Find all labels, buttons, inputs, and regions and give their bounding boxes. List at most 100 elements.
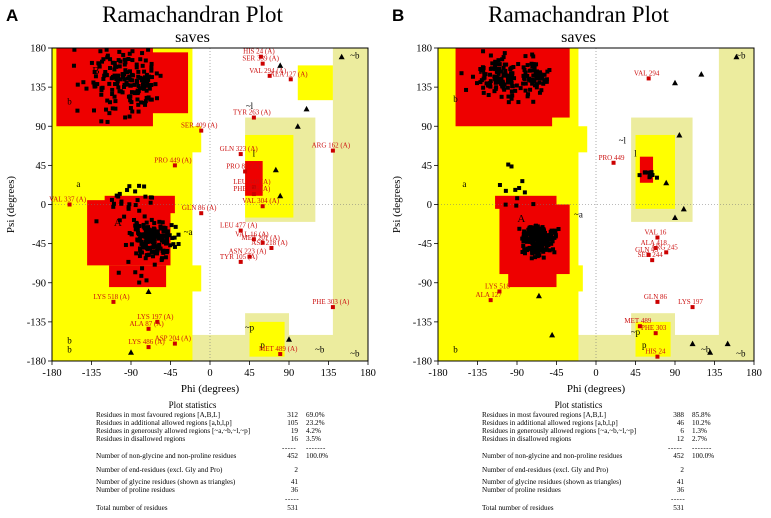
residue-point [480, 65, 485, 70]
outlier-label: ASP 204 (A) [155, 335, 192, 343]
residue-point [504, 62, 509, 67]
residue-point [107, 100, 112, 105]
residue-point [534, 82, 539, 87]
residue-point [531, 73, 536, 78]
residue-point [122, 62, 127, 67]
residue-point [543, 247, 548, 252]
residue-point [514, 83, 519, 88]
residue-point [138, 248, 143, 253]
residue-point [546, 237, 551, 242]
outlier-label: ARG 245 [651, 243, 679, 251]
panel-label: B [392, 6, 405, 25]
generous-region [332, 48, 368, 361]
residue-point [146, 83, 151, 88]
outlier-point [611, 160, 616, 165]
residue-point [136, 102, 141, 107]
outlier-label: VAL 294 (A) [249, 67, 287, 75]
residue-point [522, 67, 527, 72]
statistics-count: 12 [676, 435, 684, 443]
residue-point [110, 74, 115, 79]
outlier-point [269, 245, 274, 250]
y-tick-label: 180 [416, 44, 432, 55]
residue-point [84, 86, 89, 91]
statistics-label: Number of end-residues (excl. Gly and Pr… [96, 466, 223, 474]
residue-point [525, 94, 530, 99]
statistics-label: Residues in generously allowed regions [… [482, 427, 637, 435]
residue-point [531, 62, 536, 67]
residue-point [544, 77, 549, 82]
residue-point [165, 236, 170, 241]
residue-point [493, 67, 498, 72]
residue-point [121, 75, 126, 80]
residue-point [526, 92, 531, 97]
residue-point [111, 201, 116, 206]
residue-point [110, 106, 115, 111]
residue-point [121, 52, 126, 57]
residue-point [141, 222, 146, 227]
region-label: a [462, 179, 466, 189]
ramachandran-panel-b: B Ramachandran Plot saves Bb~b~llaA~a~pp… [386, 0, 771, 518]
glycine-triangle [698, 71, 705, 77]
residue-point [149, 61, 154, 66]
glycine-triangle [676, 131, 683, 138]
residue-point [499, 79, 504, 84]
residue-point [517, 186, 522, 191]
allowed-region [174, 126, 202, 153]
residue-point [93, 74, 98, 79]
outlier-point [260, 61, 265, 66]
region-label: b [453, 344, 458, 354]
core-region [495, 195, 557, 209]
outlier-point [260, 204, 265, 209]
residue-point [541, 255, 546, 260]
outlier-point [260, 240, 265, 245]
residue-point [539, 247, 544, 252]
residue-point [134, 65, 139, 70]
residue-point [496, 80, 501, 85]
residue-point [492, 89, 497, 94]
residue-point [139, 78, 144, 83]
residue-point [530, 241, 535, 246]
residue-point [540, 76, 545, 81]
residue-point [503, 188, 508, 193]
residue-point [114, 76, 119, 81]
residue-point [127, 202, 132, 207]
residue-point [172, 235, 177, 240]
residue-point [547, 233, 552, 238]
outlier-label: LYS 197 (A) [137, 313, 174, 321]
outlier-label: GLN 43 [635, 246, 659, 254]
residue-point [144, 88, 149, 93]
outlier-label: PRO 449 [599, 154, 625, 162]
residue-point [139, 239, 144, 244]
residue-point [139, 273, 144, 278]
residue-point [510, 93, 515, 98]
statistics-percent: 4.2% [306, 427, 321, 435]
outlier-point [653, 245, 658, 250]
residue-point [544, 245, 549, 250]
residue-point [495, 66, 500, 71]
glycine-triangle [128, 349, 134, 355]
residue-point [176, 242, 181, 247]
residue-point [105, 119, 110, 124]
statistics-row: Residues in most favoured regions [A,B,L… [0, 411, 385, 420]
residue-point [552, 250, 557, 255]
statistics-row: Residues in generously allowed regions [… [0, 427, 385, 436]
residue-point [556, 227, 561, 232]
residue-point [531, 54, 536, 59]
residue-point [537, 227, 542, 232]
residue-point [150, 195, 155, 200]
outlier-point [251, 237, 256, 242]
residue-point [516, 62, 521, 67]
residue-point [101, 76, 106, 81]
residue-point [521, 65, 526, 70]
x-tick-label: 45 [244, 368, 255, 379]
residue-point [104, 47, 109, 52]
residue-point [96, 61, 101, 66]
statistics-row: Number of non-glycine and non-proline re… [0, 452, 385, 461]
statistics-row: Number of proline residues 36 [386, 486, 771, 495]
outlier-label: LEU 448 (A) [233, 178, 271, 186]
residue-point [537, 239, 542, 244]
residue-point [493, 80, 498, 85]
residue-point [528, 226, 533, 231]
residue-point [138, 75, 143, 80]
outlier-point [330, 148, 335, 153]
